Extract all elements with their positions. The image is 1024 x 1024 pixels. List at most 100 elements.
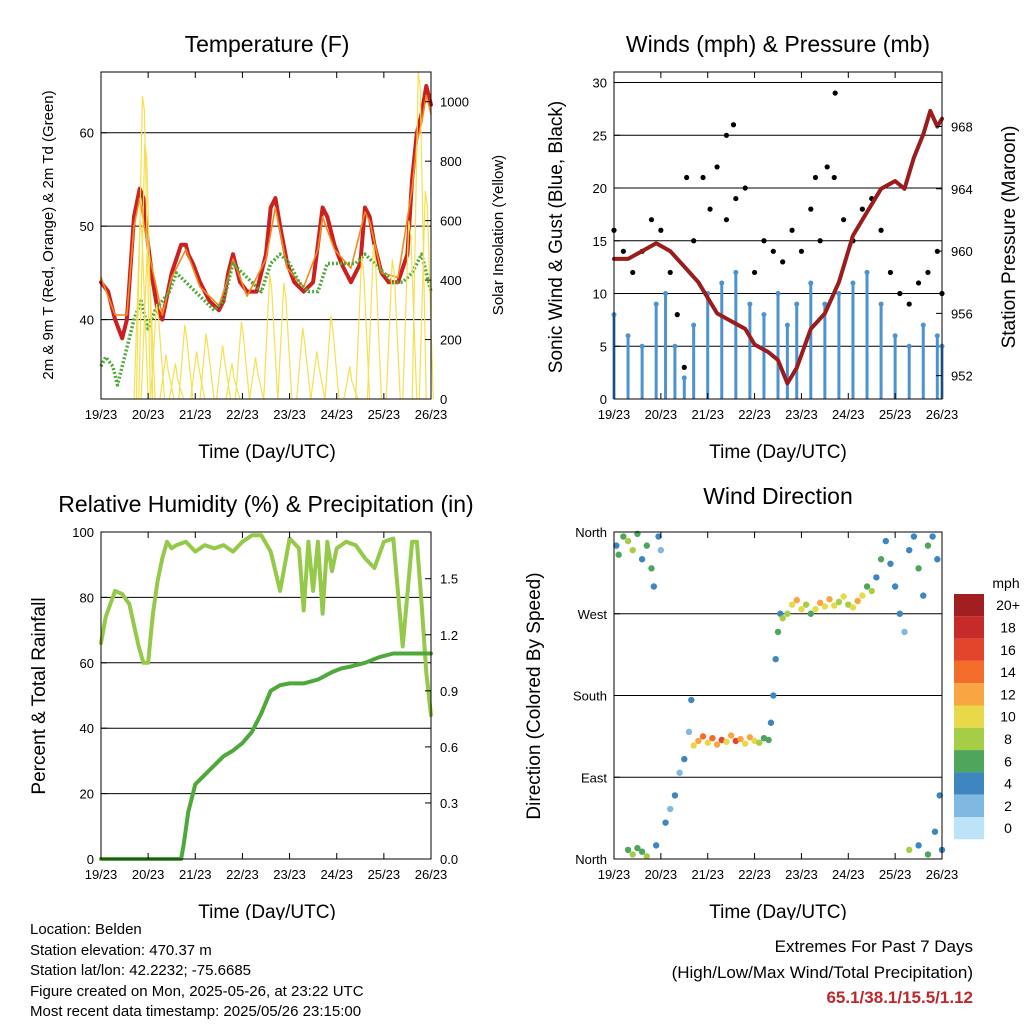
x-tick-label: 20/23 — [645, 867, 678, 882]
series-wind-point — [822, 301, 828, 307]
direction-point — [713, 741, 721, 748]
series-gust-point — [707, 206, 713, 212]
station-metadata: Location: Belden Station elevation: 470.… — [30, 920, 364, 1023]
series-wind-point — [836, 291, 842, 297]
extremes-values: 65.1/38.1/15.5/1.12 — [826, 988, 973, 1007]
direction-point — [657, 546, 665, 554]
colorbar-label: 10 — [1000, 709, 1016, 725]
series-gust-point — [667, 269, 673, 276]
direction-point — [638, 556, 646, 563]
direction-point — [643, 853, 650, 860]
x-tick-label: 24/23 — [320, 407, 353, 422]
y-tick-label: 40 — [80, 313, 94, 328]
colorbar-swatch — [954, 772, 984, 795]
direction-point — [615, 551, 622, 558]
x-tick-label: 23/23 — [785, 407, 818, 422]
colorbar-label: 18 — [1000, 619, 1016, 635]
direction-ylabel-left: Direction (Colored By Speed) — [524, 572, 545, 819]
series-wind-point — [775, 291, 781, 297]
y-tick-label: 15 — [593, 234, 607, 249]
y-tick-label: 60 — [80, 656, 94, 671]
winds-xlabel: Time (Day/UTC) — [709, 442, 847, 463]
series-gust-point — [691, 238, 697, 244]
series-gust-point — [674, 312, 680, 318]
direction-point — [798, 606, 805, 613]
colorbar-swatch — [954, 750, 984, 773]
series-gust-point — [887, 269, 894, 276]
series-gust-point — [780, 259, 786, 265]
series-gust-point — [730, 122, 737, 128]
winds-title: Winds (mph) & Pressure (mb) — [626, 31, 930, 57]
colorbar-swatch — [954, 616, 984, 639]
direction-point — [638, 848, 646, 855]
y2-tick-label: 956 — [951, 306, 973, 321]
series-gust-point — [684, 174, 690, 181]
series-gust-point — [832, 90, 838, 96]
series-wind-point — [681, 375, 687, 381]
series-solar-spike — [248, 357, 265, 400]
colorbar-swatch — [954, 660, 984, 684]
series-wind-point — [653, 301, 659, 307]
extremes-title: Extremes For Past 7 Days — [774, 937, 973, 956]
direction-point — [924, 542, 932, 549]
series-solar-spike — [324, 315, 340, 400]
y-tick-label: South — [573, 689, 607, 704]
series-gust-point — [658, 227, 664, 233]
y2-tick-label: 400 — [440, 273, 462, 288]
x-tick-label: 24/23 — [832, 867, 865, 882]
direction-point — [648, 565, 655, 572]
y2-tick-label: 1.5 — [440, 572, 458, 587]
series-wind-point — [808, 280, 814, 286]
panel-rh-precip: Relative Humidity (%) & Precipitation (i… — [29, 491, 474, 920]
direction-point — [931, 828, 939, 835]
direction-point — [624, 846, 632, 854]
speed-colorbar: mph 20+ 18 16 14 12 10 8 6 4 2 0 — [954, 575, 1020, 840]
direction-point — [655, 533, 662, 540]
x-tick-label: 21/23 — [691, 407, 724, 422]
x-tick-label: 24/23 — [832, 407, 865, 422]
y-tick-label: North — [575, 525, 607, 540]
series-gust-point — [831, 174, 837, 181]
series-solar-spike — [277, 282, 293, 400]
y-tick-label: 0 — [87, 852, 94, 867]
direction-point — [624, 537, 632, 545]
direction-title: Wind Direction — [703, 483, 853, 509]
direction-point — [807, 610, 814, 617]
rh-xlabel: Time (Day/UTC) — [198, 902, 336, 920]
y2-tick-label: 0.0 — [440, 852, 458, 867]
direction-point — [742, 740, 749, 747]
y2-tick-label: 0.9 — [440, 684, 458, 699]
direction-point — [906, 846, 913, 854]
direction-point — [901, 628, 908, 636]
direction-point — [723, 738, 730, 746]
series-gust-point — [714, 164, 720, 170]
y-tick-label: 40 — [80, 721, 94, 736]
series-solar-spike — [366, 244, 383, 400]
series-wind-point — [691, 322, 697, 328]
direction-point — [835, 598, 843, 606]
x-tick-label: 26/23 — [926, 867, 959, 882]
direction-point — [896, 610, 904, 617]
direction-point — [746, 734, 754, 741]
x-tick-label: 26/23 — [926, 407, 959, 422]
series-solar-spike — [133, 220, 149, 400]
y2-tick-label: 800 — [440, 154, 462, 169]
y2-tick-label: 0 — [440, 392, 447, 407]
series-gust-point — [733, 195, 739, 202]
y-tick-label: 80 — [80, 590, 94, 605]
panel-temperature: Temperature (F) 19/23 20/23 21/23 22/23 23/2… — [40, 31, 507, 463]
series-solar-spike — [178, 324, 194, 400]
x-tick-label: 24/23 — [320, 867, 353, 882]
series-wind-point — [878, 301, 884, 307]
x-tick-label: 21/23 — [179, 867, 212, 882]
series-gust-point — [878, 227, 884, 233]
direction-point — [934, 556, 941, 563]
direction-point — [634, 844, 641, 852]
direction-point — [650, 583, 658, 590]
direction-point — [620, 533, 627, 540]
direction-point — [802, 601, 810, 608]
direction-point — [826, 596, 833, 603]
series-wind-point — [639, 343, 645, 349]
y-tick-label: West — [578, 607, 608, 622]
direction-point — [887, 560, 894, 567]
